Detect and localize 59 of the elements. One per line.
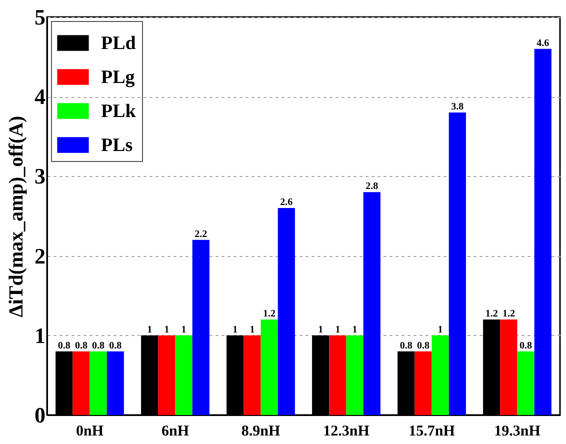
data-label: 0.8 — [74, 340, 88, 352]
data-label: 1 — [232, 324, 238, 336]
data-label: 1 — [318, 324, 324, 336]
bar — [158, 335, 176, 415]
data-label: 1 — [250, 324, 255, 336]
x-tick-label: 6nH — [161, 424, 190, 440]
legend-label: PLs — [101, 135, 133, 156]
bar — [448, 112, 466, 415]
x-tick-label: 8.9nH — [241, 424, 280, 440]
bar — [363, 192, 380, 415]
data-label: 4.6 — [536, 38, 550, 49]
data-label: 3.8 — [451, 102, 464, 113]
data-label: 2.6 — [280, 197, 293, 208]
data-label: 0.8 — [109, 340, 122, 352]
bar — [432, 335, 449, 415]
data-label: 2.8 — [366, 181, 378, 192]
bar — [244, 335, 261, 415]
x-tick-label: 19.3nH — [494, 424, 541, 440]
data-label: 0.8 — [416, 340, 430, 352]
bar — [414, 351, 432, 415]
legend-label: PLd — [101, 33, 136, 54]
data-label: 1 — [438, 324, 443, 336]
legend-label: PLk — [101, 101, 136, 122]
y-tick-label: 4 — [34, 84, 46, 110]
x-tick-label: 0nH — [76, 424, 104, 440]
data-label: 1.2 — [263, 308, 276, 320]
x-tick-label: 12.3nH — [323, 424, 370, 440]
bar — [192, 240, 210, 415]
data-label: 0.8 — [58, 340, 70, 352]
x-tick-label: 15.7nH — [408, 424, 456, 440]
bar — [106, 351, 124, 415]
bar — [346, 335, 364, 415]
bar — [72, 351, 90, 415]
bar — [278, 208, 295, 415]
data-label: 0.8 — [92, 340, 105, 352]
data-label: 1.2 — [502, 308, 515, 320]
data-label: 1 — [164, 324, 170, 336]
y-tick-label: 5 — [34, 4, 46, 30]
data-label: 1 — [352, 324, 358, 336]
bar — [500, 319, 518, 415]
bar — [534, 48, 552, 415]
data-label: 1 — [147, 324, 152, 336]
data-label: 2.2 — [194, 228, 208, 240]
data-label: 1 — [181, 324, 186, 336]
y-tick-label: 1 — [34, 322, 46, 348]
bar — [329, 335, 346, 415]
data-label: 0.8 — [520, 340, 532, 352]
y-tick-label: 3 — [34, 164, 46, 189]
y-tick-label: 2 — [34, 243, 46, 268]
y-axis-title: ΔiTd(max_amp)_off(A) — [6, 116, 28, 318]
bar — [260, 319, 278, 415]
data-label: 1 — [335, 324, 340, 336]
data-label: 0.8 — [400, 340, 412, 352]
y-tick-label: 0 — [34, 402, 46, 428]
bar — [90, 351, 107, 415]
legend-label: PLg — [101, 67, 136, 88]
data-label: 1.2 — [485, 308, 498, 320]
bar — [517, 351, 534, 415]
bar — [175, 335, 192, 415]
